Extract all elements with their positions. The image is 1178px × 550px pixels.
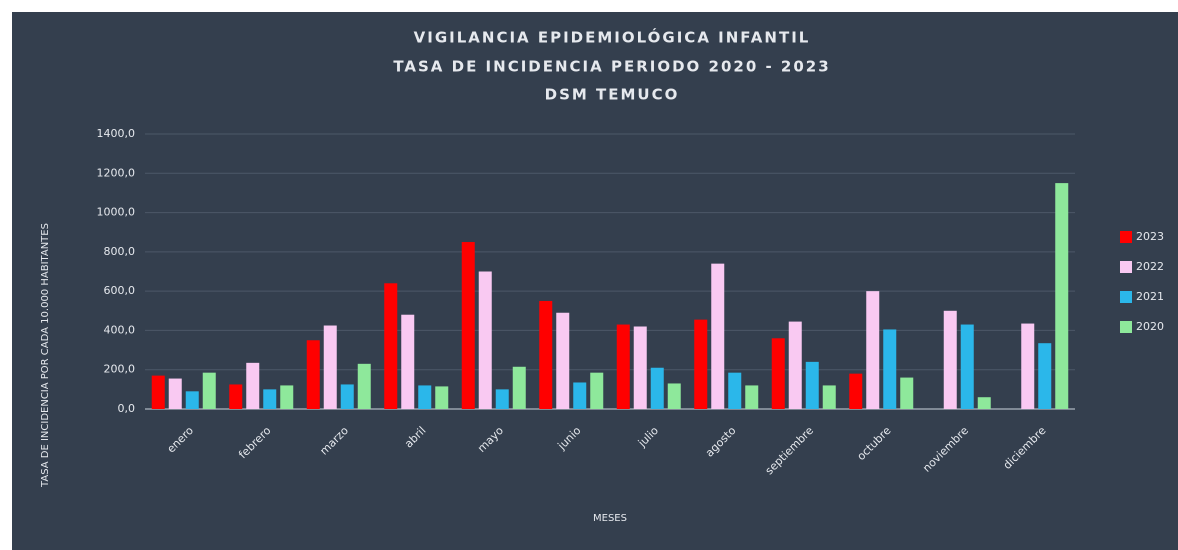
bar: [202, 372, 216, 409]
chart-title: VIGILANCIA EPIDEMIOLÓGICA INFANTIL: [414, 28, 811, 47]
legend-swatch: [1120, 261, 1132, 273]
y-tick-label: 1200,0: [97, 166, 136, 179]
bar: [168, 378, 182, 409]
bar: [246, 362, 260, 409]
y-tick-label: 200,0: [104, 363, 136, 376]
bar: [711, 263, 725, 409]
bar: [771, 338, 785, 409]
bar: [1038, 343, 1052, 409]
bar: [229, 384, 243, 409]
bar: [650, 367, 664, 409]
y-tick-label: 800,0: [104, 245, 136, 258]
bar: [495, 389, 509, 409]
bar: [745, 385, 759, 409]
y-tick-label: 600,0: [104, 284, 136, 297]
bar: [357, 363, 371, 409]
legend-swatch: [1120, 291, 1132, 303]
chart-background: [12, 12, 1178, 550]
legend-label: 2020: [1136, 320, 1164, 333]
bar: [1021, 323, 1035, 409]
bar: [822, 385, 836, 409]
bar: [694, 319, 708, 409]
y-tick-label: 0,0: [118, 402, 136, 415]
bar: [263, 389, 277, 409]
legend-label: 2022: [1136, 260, 1164, 273]
bar: [418, 385, 432, 409]
bar: [573, 382, 587, 409]
bar: [866, 291, 880, 409]
bar: [384, 283, 398, 409]
bar: [461, 242, 475, 409]
bar: [185, 391, 199, 409]
bar: [323, 325, 337, 409]
bar: [900, 377, 914, 409]
y-tick-label: 1000,0: [97, 206, 136, 219]
y-tick-label: 1400,0: [97, 127, 136, 140]
bar: [306, 340, 320, 409]
bar: [401, 314, 415, 409]
bar: [977, 397, 991, 409]
bar: [633, 326, 647, 409]
y-axis-label: TASA DE INCIDENCIA POR CADA 10.000 HABIT…: [40, 223, 51, 488]
bar: [883, 329, 897, 409]
bar: [667, 383, 681, 409]
bar: [280, 385, 294, 409]
bar: [960, 324, 974, 409]
bar: [512, 366, 526, 409]
y-tick-label: 400,0: [104, 323, 136, 336]
bar: [556, 312, 570, 409]
x-axis-label: MESES: [593, 513, 627, 524]
legend-label: 2023: [1136, 230, 1164, 243]
bar: [539, 300, 553, 409]
chart-title: TASA DE INCIDENCIA PERIODO 2020 - 2023: [393, 58, 830, 76]
bar: [728, 372, 742, 409]
chart-title: DSM TEMUCO: [545, 86, 680, 104]
bar: [340, 384, 354, 409]
bar: [151, 375, 165, 409]
bar: [849, 373, 863, 409]
legend-swatch: [1120, 321, 1132, 333]
bar: [590, 372, 604, 409]
bar: [616, 324, 630, 409]
bar: [788, 321, 802, 409]
bar: [478, 271, 492, 409]
legend-label: 2021: [1136, 290, 1164, 303]
bar: [805, 361, 819, 409]
bar: [435, 386, 449, 409]
legend-swatch: [1120, 231, 1132, 243]
bar: [943, 310, 957, 409]
bar: [1055, 183, 1069, 409]
